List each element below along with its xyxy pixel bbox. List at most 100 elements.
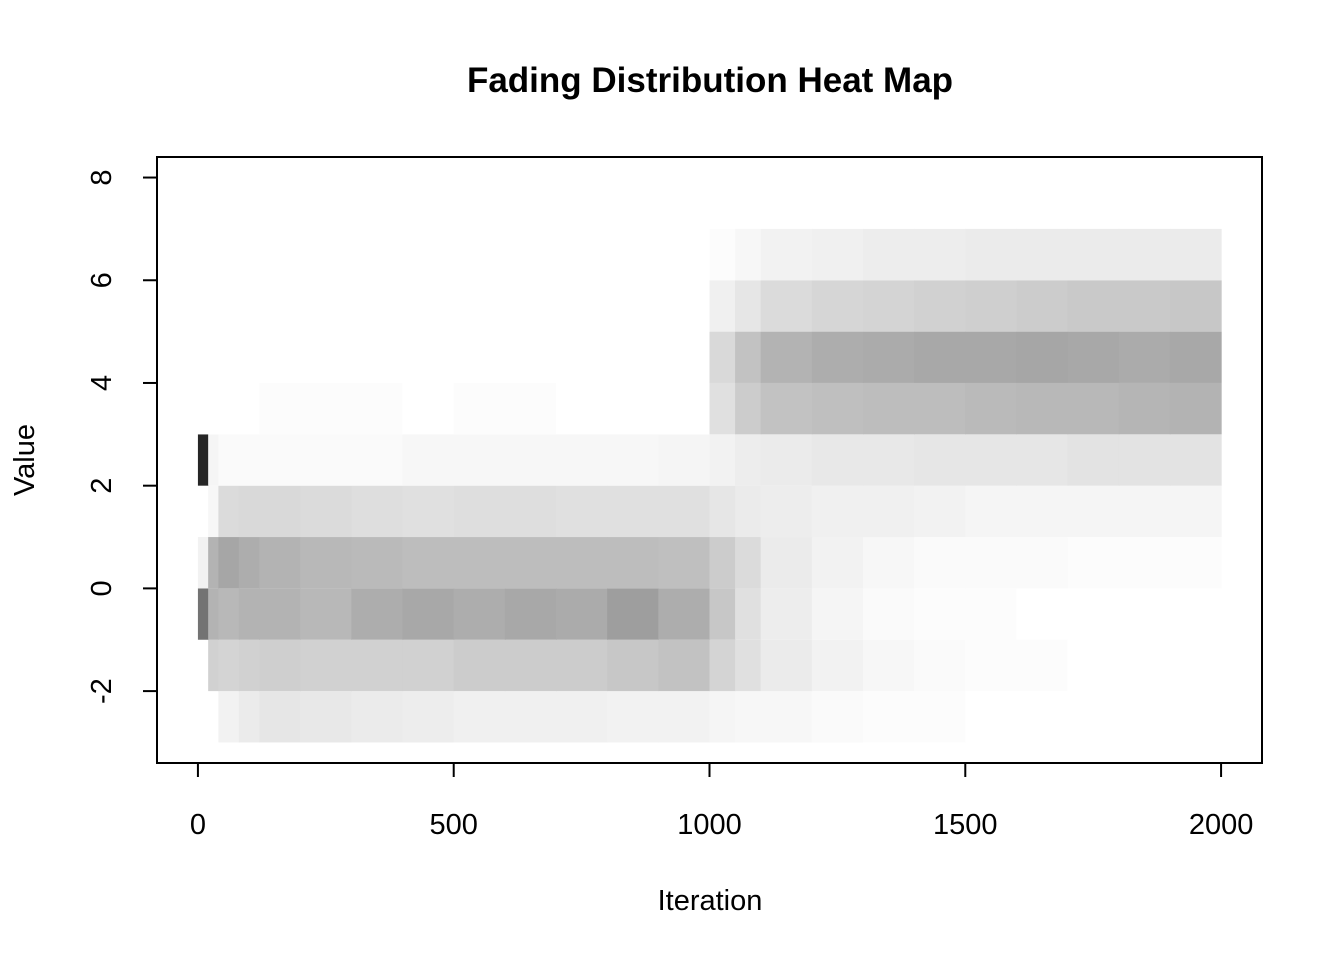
heatmap-cell	[300, 691, 352, 743]
heatmap-cell	[735, 639, 762, 692]
heatmap-cell	[197, 434, 209, 486]
heatmap-cell	[862, 331, 915, 383]
heatmap-cell	[504, 691, 557, 743]
x-tick-label: 500	[430, 809, 478, 841]
heatmap-cell	[607, 228, 659, 281]
heatmap-cell	[218, 228, 240, 281]
heatmap-cell	[238, 588, 260, 640]
heatmap-cell	[1067, 485, 1120, 538]
y-tick-label: 2	[86, 478, 118, 494]
heatmap-cell	[1067, 331, 1120, 383]
heatmap-cell	[735, 537, 762, 589]
heatmap-cell	[238, 280, 260, 332]
heatmap-cell	[1067, 280, 1120, 332]
heatmap-cell	[1118, 588, 1171, 640]
heatmap-cell	[658, 639, 711, 692]
heatmap-cell	[197, 691, 209, 743]
heatmap-cell	[709, 434, 736, 486]
heatmap-cell	[238, 331, 260, 383]
heatmap-cell	[862, 691, 915, 743]
heatmap-cell	[658, 228, 711, 281]
heatmap-cell	[709, 485, 736, 538]
heatmap-cell	[208, 588, 219, 640]
heatmap-cell	[556, 537, 608, 589]
heatmap-cell	[300, 537, 352, 589]
heatmap-cell	[862, 382, 915, 435]
heatmap-cell	[197, 588, 209, 640]
heatmap-cell	[965, 382, 1018, 435]
heatmap-cell	[1118, 691, 1171, 743]
heatmap-cell	[1169, 485, 1222, 538]
heatmap-cell	[1016, 280, 1069, 332]
heatmap-cell	[208, 485, 219, 538]
heatmap-cell	[402, 537, 455, 589]
heatmap-cell	[914, 485, 966, 538]
heatmap-cell	[402, 228, 455, 281]
heatmap-cell	[402, 280, 455, 332]
heatmap-cell	[760, 331, 813, 383]
heatmap-cell	[453, 485, 506, 538]
heatmap-cell	[402, 639, 455, 692]
heatmap-cell	[735, 331, 762, 383]
heatmap-cell	[238, 537, 260, 589]
heatmap-cell	[811, 588, 864, 640]
heatmap-cell	[300, 485, 352, 538]
heatmap-cell	[965, 434, 1018, 486]
heatmap-cell	[1016, 331, 1069, 383]
heatmap-cell	[735, 691, 762, 743]
heatmap-cell	[658, 382, 711, 435]
heatmap-cell	[300, 331, 352, 383]
heatmap-cell	[607, 691, 659, 743]
heatmap-cell	[300, 280, 352, 332]
heatmap-cell	[607, 485, 659, 538]
heatmap-cell	[218, 382, 240, 435]
heatmap-cell	[1169, 331, 1222, 383]
heatmap-cell	[453, 588, 506, 640]
heatmap-cell	[402, 691, 455, 743]
heatmap-cell	[259, 639, 301, 692]
heatmap-cell	[402, 382, 455, 435]
heatmap-cell	[735, 588, 762, 640]
heatmap-cell	[1118, 382, 1171, 435]
heatmap-cell	[218, 331, 240, 383]
heatmap-cell	[1067, 537, 1120, 589]
heatmap-cell	[760, 434, 813, 486]
heatmap-cell	[218, 434, 240, 486]
heatmap-cell	[1067, 691, 1120, 743]
heatmap-cell	[735, 485, 762, 538]
heatmap-cells	[197, 228, 1222, 743]
y-tick-label: 8	[86, 169, 118, 185]
heatmap-cell	[300, 228, 352, 281]
chart-title: Fading Distribution Heat Map	[467, 61, 953, 100]
heatmap-cell	[556, 331, 608, 383]
heatmap-cell	[1016, 639, 1069, 692]
heatmap-cell	[238, 382, 260, 435]
heatmap-cell	[862, 639, 915, 692]
heatmap-cell	[556, 691, 608, 743]
heatmap-cell	[259, 434, 301, 486]
heatmap-cell	[965, 485, 1018, 538]
heatmap-cell	[504, 537, 557, 589]
heatmap-cell	[453, 537, 506, 589]
heatmap-cell	[208, 537, 219, 589]
heatmap-cell	[238, 691, 260, 743]
heatmap-cell	[556, 639, 608, 692]
y-tick-label: 4	[86, 375, 118, 391]
heatmap-cell	[351, 537, 404, 589]
heatmap-cell	[259, 382, 301, 435]
heatmap-cell	[658, 485, 711, 538]
heatmap-cell	[1118, 434, 1171, 486]
heatmap-cell	[1118, 639, 1171, 692]
heatmap-cell	[1169, 382, 1222, 435]
heatmap-cell	[1067, 228, 1120, 281]
heatmap-cell	[735, 434, 762, 486]
heatmap-cell	[811, 228, 864, 281]
y-axis-label: Value	[9, 424, 41, 496]
heatmap-cell	[1118, 331, 1171, 383]
heatmap-cell	[259, 280, 301, 332]
heatmap-cell	[811, 331, 864, 383]
heatmap-cell	[402, 331, 455, 383]
heatmap-cell	[197, 639, 209, 692]
heatmap-cell	[1016, 691, 1069, 743]
